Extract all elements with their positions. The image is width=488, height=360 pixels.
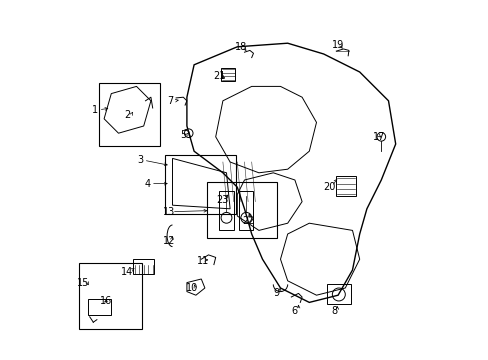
Text: 21: 21 [213,71,225,81]
Bar [219,191,233,230]
Text: 16: 16 [100,296,112,306]
Bar [336,176,355,196]
Text: 17: 17 [372,132,385,142]
Text: 1: 1 [92,105,98,115]
Text: 15: 15 [77,278,89,288]
Bar [239,191,253,230]
Bar [221,68,235,81]
Bar [326,284,350,304]
Text: 2: 2 [124,110,130,120]
Text: 7: 7 [167,96,173,106]
Text: 23: 23 [216,195,228,205]
Text: 6: 6 [291,306,297,316]
Text: 10: 10 [186,283,198,293]
Bar [165,155,235,214]
Bar [99,83,160,146]
Text: 19: 19 [331,40,344,50]
Bar [79,263,142,329]
Text: 3: 3 [137,155,143,165]
Text: 5: 5 [180,130,186,140]
Text: 18: 18 [234,42,246,52]
Text: 8: 8 [331,306,337,316]
Bar [206,182,276,238]
Text: 22: 22 [242,216,254,226]
Bar [133,259,154,274]
Text: 11: 11 [197,256,209,266]
Text: 20: 20 [322,182,335,192]
Bar [88,299,111,315]
Text: 12: 12 [163,236,175,246]
Text: 4: 4 [144,179,150,189]
Text: 14: 14 [121,267,133,277]
Text: 9: 9 [273,288,280,298]
Text: 13: 13 [163,207,175,217]
Bar [212,185,275,236]
